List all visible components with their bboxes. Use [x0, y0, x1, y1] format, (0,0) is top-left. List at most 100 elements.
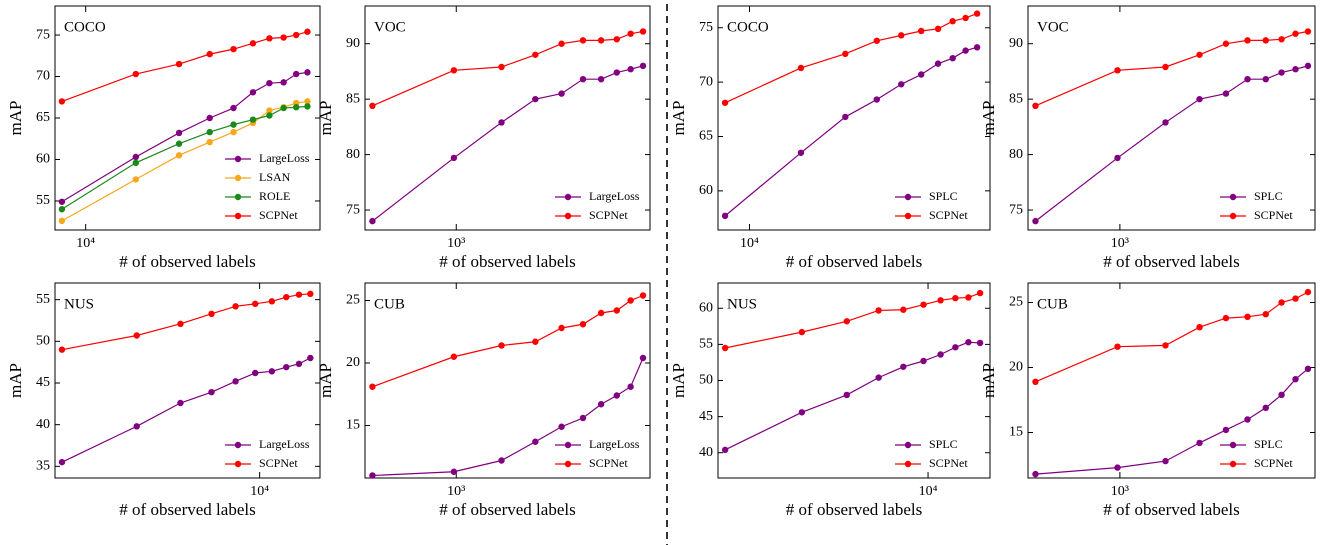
data-point — [232, 303, 239, 310]
data-point — [842, 50, 849, 58]
data-point — [965, 339, 972, 346]
data-point — [613, 36, 620, 43]
y-axis-label: mAP — [316, 101, 335, 136]
data-point — [268, 298, 276, 305]
data-point — [369, 383, 376, 390]
y-axis-label: mAP — [669, 363, 688, 398]
y-tick-label: 90 — [1009, 36, 1023, 51]
panel-title: CUB — [374, 296, 405, 312]
data-point — [798, 328, 806, 336]
data-point — [976, 289, 984, 297]
y-axis-label: mAP — [316, 363, 335, 398]
data-point — [627, 383, 634, 390]
y-tick-label: 60 — [36, 152, 50, 167]
legend-label: LargeLoss — [259, 151, 310, 165]
panel: 60 65 70 75 10⁴ # of observed labels mAP COCO SP… — [669, 5, 991, 271]
data-point — [304, 103, 311, 110]
panel-title: NUS — [727, 296, 757, 312]
y-tick-label: 45 — [36, 375, 50, 390]
data-point — [58, 217, 66, 225]
data-point — [230, 121, 237, 128]
y-tick-label: 90 — [346, 36, 360, 51]
legend-marker — [234, 193, 242, 201]
y-tick-label: 85 — [346, 91, 360, 106]
y-tick-label: 20 — [346, 355, 360, 370]
data-point — [1114, 67, 1121, 74]
panel: 55 60 65 70 75 10⁴ # of observed labels mAP COCO… — [6, 5, 321, 271]
legend-marker — [1229, 441, 1237, 449]
data-point — [721, 344, 729, 352]
data-point — [900, 306, 907, 313]
data-point — [1304, 62, 1312, 70]
data-point — [1304, 28, 1312, 35]
legend-marker — [234, 212, 242, 220]
data-point — [842, 113, 849, 121]
data-point — [1292, 376, 1299, 383]
data-point — [1114, 464, 1121, 471]
data-point — [177, 320, 184, 328]
plot-frame — [364, 282, 651, 479]
legend-label: LargeLoss — [589, 437, 640, 451]
data-point — [206, 114, 213, 122]
data-point — [898, 32, 905, 39]
legend-label: SCPNet — [259, 208, 298, 222]
data-point — [450, 154, 458, 162]
data-point — [175, 60, 183, 68]
data-point — [579, 75, 587, 83]
data-point — [597, 75, 605, 83]
x-axis-label: # of observed labels — [786, 500, 922, 519]
data-point — [307, 290, 314, 298]
data-point — [1262, 311, 1269, 318]
data-point — [532, 51, 539, 58]
data-point — [875, 307, 882, 314]
data-point — [208, 310, 215, 318]
legend-marker — [1229, 460, 1237, 468]
data-point — [843, 318, 850, 325]
data-point — [1196, 95, 1203, 103]
legend-label: SCPNet — [929, 208, 968, 222]
series-line — [1035, 291, 1309, 383]
data-point — [133, 332, 140, 339]
data-point — [920, 301, 927, 308]
data-point — [1114, 154, 1121, 162]
data-point — [230, 45, 237, 53]
data-point — [873, 37, 881, 44]
data-point — [962, 14, 969, 22]
data-point — [280, 104, 287, 112]
y-tick-label: 65 — [699, 129, 713, 144]
data-point — [206, 128, 213, 136]
data-point — [973, 44, 981, 51]
data-point — [934, 25, 942, 33]
data-point — [949, 18, 956, 25]
data-point — [280, 79, 287, 86]
y-tick-label: 75 — [1009, 202, 1023, 217]
x-axis-label: # of observed labels — [439, 252, 575, 271]
data-point — [949, 54, 956, 62]
series-line — [61, 31, 308, 102]
data-point — [132, 176, 140, 183]
data-point — [293, 31, 300, 39]
data-point — [1244, 416, 1251, 423]
data-point — [579, 414, 587, 422]
plot-frame — [717, 5, 991, 231]
y-tick-label: 50 — [699, 373, 713, 388]
data-point — [249, 116, 257, 123]
y-tick-label: 80 — [346, 147, 360, 162]
x-tick-label: 10⁴ — [740, 236, 759, 251]
data-point — [268, 368, 276, 375]
data-point — [639, 354, 647, 362]
data-point — [1292, 66, 1299, 73]
panel-title: COCO — [727, 19, 769, 35]
data-point — [597, 309, 605, 317]
y-tick-label: 70 — [699, 74, 713, 89]
data-point — [450, 67, 458, 74]
data-point — [797, 149, 805, 156]
data-point — [1222, 40, 1230, 47]
y-axis-label: mAP — [6, 101, 25, 136]
x-axis-label: # of observed labels — [786, 252, 922, 271]
series-line — [61, 293, 311, 351]
data-point — [295, 291, 303, 298]
y-tick-label: 40 — [36, 417, 50, 432]
data-point — [132, 153, 140, 161]
